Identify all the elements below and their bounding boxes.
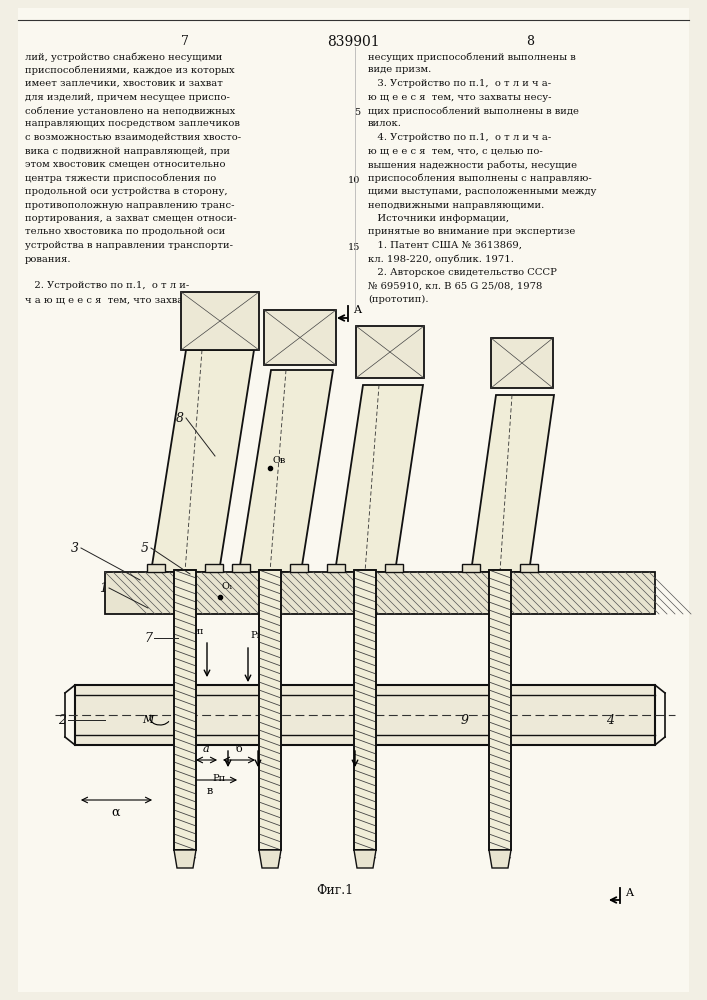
Text: 10: 10: [348, 176, 360, 185]
Bar: [259, 570, 281, 850]
Text: A: A: [625, 888, 633, 898]
Polygon shape: [174, 850, 196, 868]
Polygon shape: [471, 395, 554, 572]
Text: R: R: [357, 774, 364, 783]
Text: Фиг.1: Фиг.1: [317, 884, 354, 896]
Text: неподвижными направляющими.: неподвижными направляющими.: [368, 200, 544, 210]
Text: 3. Устройство по п.1,  о т л и ч а-: 3. Устройство по п.1, о т л и ч а-: [368, 79, 551, 88]
Polygon shape: [335, 385, 423, 572]
Text: 2. Авторское свидетельство СССР: 2. Авторское свидетельство СССР: [368, 268, 557, 277]
Bar: [105, 572, 655, 614]
Text: O₁: O₁: [222, 582, 234, 591]
Text: ч а ю щ е е с я  тем, что захваты: ч а ю щ е е с я тем, что захваты: [25, 295, 197, 304]
Bar: [354, 570, 376, 850]
Text: несущих приспособлений выполнены в: несущих приспособлений выполнены в: [368, 52, 575, 62]
Text: 1. Патент США № 3613869,: 1. Патент США № 3613869,: [368, 241, 522, 250]
Text: 4: 4: [606, 714, 614, 726]
Text: принятые во внимание при экспертизе: принятые во внимание при экспертизе: [368, 228, 575, 236]
Bar: [491, 338, 553, 388]
Text: 4. Устройство по п.1,  о т л и ч а-: 4. Устройство по п.1, о т л и ч а-: [368, 133, 551, 142]
Text: центра тяжести приспособления по: центра тяжести приспособления по: [25, 174, 216, 183]
Text: устройства в направлении транспорти-: устройства в направлении транспорти-: [25, 241, 233, 250]
Text: кл. 198-220, опублик. 1971.: кл. 198-220, опублик. 1971.: [368, 254, 514, 264]
Bar: [356, 326, 424, 378]
Text: Oв: Oв: [273, 456, 286, 465]
Text: тельно хвостовика по продольной оси: тельно хвостовика по продольной оси: [25, 228, 226, 236]
Bar: [354, 570, 376, 850]
Text: в: в: [207, 786, 213, 796]
Text: вилок.: вилок.: [368, 119, 402, 128]
Text: для изделий, причем несущее приспо-: для изделий, причем несущее приспо-: [25, 93, 230, 102]
Text: портирования, а захват смещен относи-: портирования, а захват смещен относи-: [25, 214, 237, 223]
Bar: [520, 564, 538, 572]
Text: α: α: [112, 806, 120, 819]
Text: 5: 5: [141, 542, 149, 554]
Text: 15: 15: [348, 243, 360, 252]
Bar: [181, 292, 259, 350]
Text: R: R: [260, 774, 267, 783]
Bar: [205, 564, 223, 572]
Text: 2: 2: [58, 714, 66, 726]
Text: A: A: [353, 305, 361, 315]
Text: имеет заплечики, хвостовик и захват: имеет заплечики, хвостовик и захват: [25, 79, 223, 88]
Bar: [462, 564, 480, 572]
Text: 7: 7: [181, 35, 189, 48]
Polygon shape: [354, 850, 376, 868]
Text: a: a: [203, 744, 209, 754]
Text: вышения надежности работы, несущие: вышения надежности работы, несущие: [368, 160, 577, 169]
Text: 8: 8: [526, 35, 534, 48]
Text: ю щ е е с я  тем, что захваты несу-: ю щ е е с я тем, что захваты несу-: [368, 93, 551, 102]
Text: Рп: Рп: [213, 774, 226, 783]
Text: этом хвостовик смещен относительно: этом хвостовик смещен относительно: [25, 160, 226, 169]
Bar: [174, 570, 196, 850]
Text: 839901: 839901: [327, 35, 380, 49]
Text: 7: 7: [144, 632, 152, 645]
Polygon shape: [259, 850, 281, 868]
Bar: [290, 564, 308, 572]
Polygon shape: [489, 850, 511, 868]
Text: б: б: [235, 744, 243, 754]
Polygon shape: [151, 350, 254, 572]
Bar: [327, 564, 345, 572]
Text: рования.: рования.: [25, 254, 71, 263]
Text: Рв: Рв: [250, 631, 262, 640]
Bar: [174, 570, 196, 850]
Text: виде призм.: виде призм.: [368, 66, 431, 75]
Text: приспособления выполнены с направляю-: приспособления выполнены с направляю-: [368, 174, 592, 183]
Text: 1: 1: [99, 582, 107, 594]
Bar: [259, 570, 281, 850]
Bar: [489, 570, 511, 850]
Text: собление установлено на неподвижных: собление установлено на неподвижных: [25, 106, 235, 115]
Text: направляющих посредством заплечиков: направляющих посредством заплечиков: [25, 119, 240, 128]
Text: 2. Устройство по п.1,  о т л и-: 2. Устройство по п.1, о т л и-: [25, 282, 189, 290]
Text: 3: 3: [71, 542, 79, 554]
Bar: [147, 564, 165, 572]
Bar: [75, 685, 655, 745]
Text: Источники информации,: Источники информации,: [368, 214, 509, 223]
Text: 5: 5: [354, 108, 360, 117]
Bar: [264, 310, 336, 365]
Text: щими выступами, расположенными между: щими выступами, расположенными между: [368, 187, 597, 196]
Text: продольной оси устройства в сторону,: продольной оси устройства в сторону,: [25, 187, 228, 196]
Bar: [385, 564, 403, 572]
Text: вика с подвижной направляющей, при: вика с подвижной направляющей, при: [25, 146, 230, 155]
Text: (прототип).: (прототип).: [368, 295, 428, 304]
Text: лий, устройство снабжено несущими: лий, устройство снабжено несущими: [25, 52, 223, 62]
Text: приспособлениями, каждое из которых: приспособлениями, каждое из которых: [25, 66, 235, 75]
Text: 9: 9: [461, 714, 469, 726]
Text: с возможностью взаимодействия хвосто-: с возможностью взаимодействия хвосто-: [25, 133, 241, 142]
Text: M: M: [142, 715, 153, 725]
Text: 8: 8: [176, 412, 184, 424]
Bar: [232, 564, 250, 572]
Text: щих приспособлений выполнены в виде: щих приспособлений выполнены в виде: [368, 106, 579, 115]
Text: Oп: Oп: [189, 627, 204, 636]
Text: ю щ е е с я  тем, что, с целью по-: ю щ е е с я тем, что, с целью по-: [368, 146, 543, 155]
Polygon shape: [239, 370, 333, 572]
Bar: [489, 570, 511, 850]
Text: противоположную направлению транс-: противоположную направлению транс-: [25, 200, 235, 210]
Text: № 695910, кл. В 65 G 25/08, 1978: № 695910, кл. В 65 G 25/08, 1978: [368, 282, 542, 290]
